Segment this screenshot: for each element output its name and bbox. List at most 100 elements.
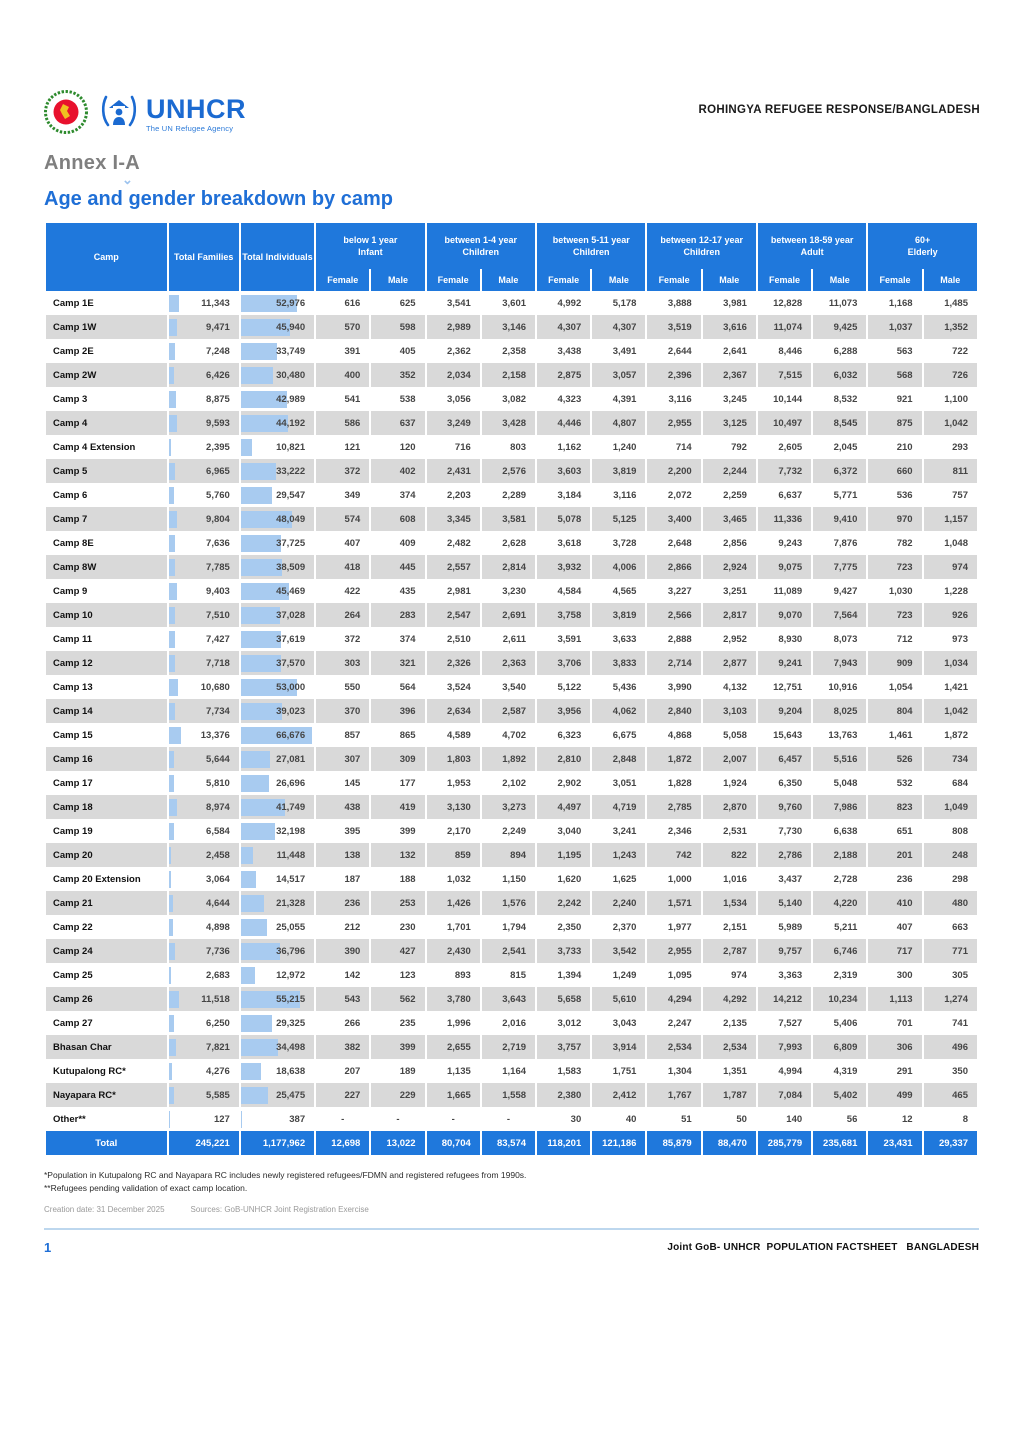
page-footer: 1 Joint GoB- UNHCR POPULATION FACTSHEET … (44, 1240, 979, 1255)
value-cell: 1,048 (944, 537, 968, 549)
cell-value: 53,000 (276, 681, 306, 693)
value-cell: 875 (868, 411, 922, 435)
value-cell: 1,803 (426, 747, 480, 771)
value-cell: 3,345 (426, 507, 480, 531)
total-families-cell: 2,683 (168, 963, 239, 987)
families-data-bar (168, 894, 173, 912)
cell-value: 52,976 (276, 297, 306, 309)
value-cell: 3,616 (702, 315, 756, 339)
value-cell: 1,032 (447, 873, 471, 885)
group-age-label: Children (683, 247, 720, 257)
total-value-cell: 80,704 (426, 1131, 480, 1155)
value-cell: 11,089 (773, 585, 803, 597)
footer-divider (44, 1228, 979, 1231)
value-cell: 3,428 (481, 411, 536, 435)
value-cell: 564 (399, 681, 416, 693)
value-cell: 2,952 (723, 633, 747, 645)
total-families-cell: 6,584 (168, 819, 239, 843)
value-cell: 9,243 (778, 537, 803, 549)
value-cell: 3,914 (592, 1035, 646, 1059)
value-cell: 2,576 (481, 459, 536, 483)
cell-value: 10,680 (200, 681, 230, 693)
value-cell: 2,135 (723, 1017, 747, 1029)
bangladesh-govt-emblem-icon (44, 89, 88, 139)
value-cell: 188 (399, 873, 416, 885)
value-cell: 3,363 (778, 969, 803, 981)
cell-value: 6,426 (206, 369, 230, 381)
value-cell: 6,637 (778, 489, 803, 501)
cell-value: 29,547 (276, 489, 306, 501)
camp-name-cell: Camp 14 (46, 699, 167, 723)
value-cell: - (506, 1113, 510, 1125)
value-cell: 7,943 (813, 651, 867, 675)
cell-value: 37,028 (276, 609, 306, 621)
families-data-bar (168, 798, 177, 816)
value-cell: 4,497 (537, 795, 591, 819)
individuals-data-bar (240, 630, 281, 648)
value-cell: 894 (481, 843, 536, 867)
value-cell: 3,012 (557, 1017, 582, 1029)
cell-value: 33,749 (276, 345, 306, 357)
total-families-cell: 6,426 (168, 363, 239, 387)
value-cell: 2,007 (702, 747, 756, 771)
camp-name-cell: Other** (53, 1113, 86, 1125)
value-cell: 1,162 (557, 441, 582, 453)
camp-name-cell: Kutupalong RC* (53, 1065, 126, 1077)
value-cell: 1,100 (944, 393, 968, 405)
value-cell: 480 (923, 891, 977, 915)
value-cell: 2,728 (833, 873, 858, 885)
individuals-data-bar (240, 438, 253, 456)
value-cell: 5,436 (612, 681, 637, 693)
camp-name-cell: Camp 11 (53, 633, 93, 645)
individuals-data-bar (240, 318, 290, 336)
value-cell: 2,840 (647, 699, 701, 723)
value-cell: 7,876 (833, 537, 858, 549)
families-data-bar (168, 342, 176, 360)
cell-value: 30,480 (276, 369, 306, 381)
table-row: Camp 27 6,250 29,325 266 235 1,996 2,016 3,012 3… (46, 1011, 977, 1035)
value-cell: 2,814 (481, 555, 536, 579)
value-cell: 132 (371, 843, 425, 867)
value-cell: 410 (868, 891, 922, 915)
value-cell: 1,351 (723, 1065, 747, 1077)
cell-value: 7,718 (206, 657, 230, 669)
col-header-female: Female (316, 269, 370, 291)
table-row: Kutupalong RC* 4,276 18,638 207 189 1,135 1,16… (46, 1059, 977, 1083)
camp-name-cell: Camp 6 (53, 489, 88, 501)
cell-value: 7,821 (206, 1041, 230, 1053)
value-cell: 2,151 (723, 921, 747, 933)
value-cell: 2,557 (426, 555, 480, 579)
value-cell: 6,809 (813, 1035, 867, 1059)
value-cell: 2,370 (612, 921, 637, 933)
value-cell: 419 (371, 795, 425, 819)
value-cell: 293 (952, 441, 968, 453)
value-cell: - (341, 1113, 345, 1125)
families-data-bar (168, 1086, 174, 1104)
group-range-label: between 1-4 year (444, 234, 518, 245)
total-families-cell: 8,875 (168, 387, 239, 411)
value-cell: 2,541 (481, 939, 536, 963)
individuals-data-bar (240, 846, 253, 864)
families-data-bar (168, 918, 173, 936)
group-age-label: Children (462, 247, 500, 257)
value-cell: 771 (923, 939, 977, 963)
value-cell: 145 (344, 777, 361, 789)
value-cell: 3,230 (502, 585, 527, 597)
value-cell: 757 (952, 489, 968, 501)
value-cell: 1,243 (592, 843, 646, 867)
value-cell: 402 (371, 459, 425, 483)
value-cell: 2,158 (481, 363, 536, 387)
camp-name-cell: Camp 2E (53, 345, 94, 357)
camp-name-cell: Camp 9 (53, 585, 88, 597)
individuals-data-bar (240, 702, 283, 720)
value-cell: 3,491 (612, 345, 637, 357)
value-cell: 300 (896, 969, 913, 981)
value-cell: 14,212 (757, 987, 812, 1011)
value-cell: 2,034 (426, 363, 480, 387)
value-cell: 303 (316, 651, 370, 675)
value-cell: 6,638 (833, 825, 858, 837)
cell-value: 39,023 (276, 705, 306, 717)
value-cell: 1,249 (612, 969, 637, 981)
camp-name-cell: Camp 22 (53, 921, 93, 933)
group-age-label: Infant (358, 247, 383, 257)
